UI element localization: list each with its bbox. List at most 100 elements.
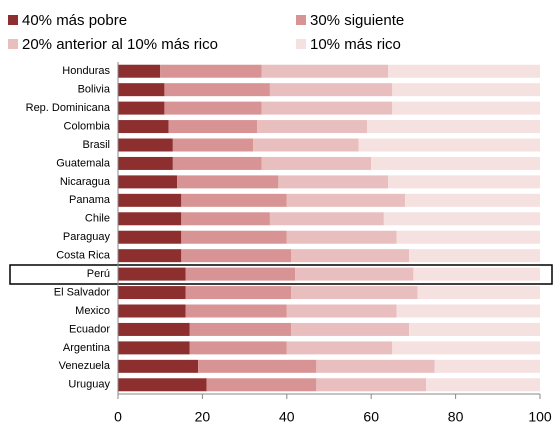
legend-swatch (296, 39, 306, 49)
bar-segment (118, 64, 161, 78)
bar-segment (278, 175, 389, 189)
bar-segment (118, 304, 186, 318)
y-tick-label: Nicaragua (60, 176, 111, 188)
y-tick-label: Bolivia (78, 84, 111, 96)
bar-segment (118, 230, 182, 244)
bar-segment (118, 249, 182, 263)
y-tick-label: Perú (87, 268, 110, 280)
bar-segment (118, 83, 165, 97)
bar-segment (118, 212, 182, 226)
bar-segment (413, 267, 540, 281)
bar-segment (164, 83, 270, 97)
y-tick-label: Ecuador (69, 323, 110, 335)
bar-segment (269, 83, 393, 97)
bar-segment (181, 212, 270, 226)
bar-segment (261, 101, 393, 115)
y-tick-label: Colombia (64, 120, 111, 132)
legend-label: 20% anterior al 10% más rico (22, 36, 218, 53)
bar-segment (291, 286, 418, 300)
bar-segment (118, 378, 207, 392)
y-tick-label: Chile (85, 213, 110, 225)
bar-segment (286, 304, 397, 318)
bar-segment (404, 193, 540, 207)
bar-segment (396, 230, 540, 244)
x-tick-label: 20 (195, 409, 211, 425)
bar-segment (185, 286, 292, 300)
bar-segment (118, 267, 186, 281)
bar-segment (118, 322, 190, 336)
bar-segment (118, 156, 173, 170)
bar-segment (185, 304, 287, 318)
bar-segment (181, 249, 292, 263)
bar-segment (118, 341, 190, 355)
y-tick-label: El Salvador (54, 286, 111, 298)
bar-segment (168, 120, 258, 134)
bar-segment (392, 341, 540, 355)
x-tick-label: 0 (114, 409, 122, 425)
bar-segment (118, 101, 165, 115)
bar-segment (172, 138, 254, 152)
bar-segment (291, 249, 410, 263)
bar-segment (181, 230, 287, 244)
bar-segment (257, 120, 367, 134)
legend-swatch (8, 39, 18, 49)
bar-segment (409, 249, 540, 263)
legend-label: 30% siguiente (310, 12, 404, 29)
bar-segment (118, 175, 178, 189)
y-tick-label: Uruguay (68, 379, 110, 391)
x-tick-label: 60 (363, 409, 379, 425)
bar-segment (177, 175, 279, 189)
bar-segment (118, 359, 199, 373)
x-tick-label: 100 (528, 409, 552, 425)
bar-segment (206, 378, 317, 392)
bar-segment (181, 193, 287, 207)
bar-segment (164, 101, 262, 115)
y-tick-label: Rep. Dominicana (26, 102, 111, 114)
bar-segment (253, 138, 359, 152)
y-tick-label: Paraguay (63, 231, 111, 243)
bar-segment (172, 156, 262, 170)
x-tick-label: 40 (279, 409, 295, 425)
bar-segment (261, 156, 372, 170)
bar-segment (198, 359, 317, 373)
bar-segment (291, 322, 410, 336)
bar-segment (417, 286, 540, 300)
bar-segment (434, 359, 540, 373)
y-tick-label: Guatemala (56, 157, 111, 169)
bar-segment (409, 322, 540, 336)
legend-label: 10% más rico (310, 36, 401, 53)
bar-segment (118, 286, 186, 300)
bar-segment (118, 138, 173, 152)
bar-segment (118, 120, 169, 134)
x-tick-label: 80 (448, 409, 464, 425)
y-tick-label: Costa Rica (56, 250, 111, 262)
bar-segment (160, 64, 262, 78)
bar-segment (371, 156, 540, 170)
bar-segment (316, 359, 435, 373)
bar-segment (358, 138, 540, 152)
legend-swatch (8, 15, 18, 25)
y-tick-label: Honduras (62, 65, 110, 77)
highlight-box (9, 264, 553, 285)
bar-segment (392, 101, 540, 115)
y-tick-label: Venezuela (59, 360, 111, 372)
legend-label: 40% más pobre (22, 12, 127, 29)
y-tick-label: Panama (69, 194, 111, 206)
bar-segment (295, 267, 414, 281)
bar-segment (396, 304, 540, 318)
bar-segment (269, 212, 384, 226)
bar-segment (388, 64, 540, 78)
y-tick-label: Mexico (75, 305, 110, 317)
bar-segment (286, 341, 393, 355)
bar-segment (189, 322, 292, 336)
y-tick-label: Brasil (82, 139, 110, 151)
bar-segment (366, 120, 540, 134)
bar-segment (286, 193, 405, 207)
y-tick-label: Argentina (63, 342, 111, 354)
bar-segment (388, 175, 540, 189)
bar-segment (383, 212, 540, 226)
bar-segment (286, 230, 397, 244)
bar-segment (392, 83, 540, 97)
legend-swatch (296, 15, 306, 25)
